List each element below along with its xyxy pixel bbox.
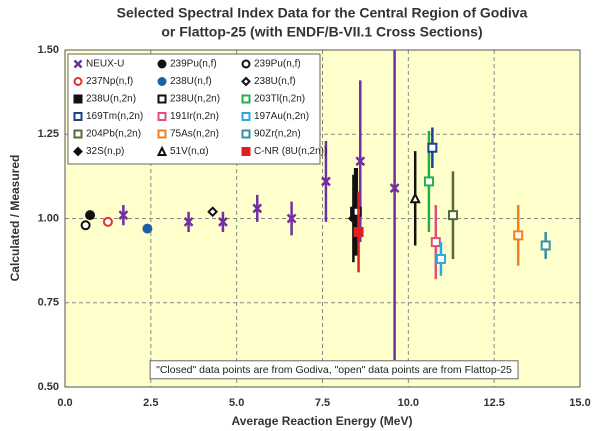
- marker: [427, 142, 438, 153]
- legend-label: 191Ir(n,2n): [170, 111, 219, 122]
- x-tick-label: 5.0: [229, 397, 244, 409]
- y-axis-label: Calculated / Measured: [8, 155, 22, 282]
- marker: [347, 213, 359, 224]
- x-tick-label: 10.0: [398, 397, 419, 409]
- y-tick-label: 1.25: [38, 128, 59, 140]
- legend-label: 239Pu(n,f): [254, 59, 301, 70]
- marker: [183, 216, 194, 227]
- marker: [207, 206, 219, 218]
- marker: [80, 220, 91, 231]
- marker: [241, 147, 251, 156]
- marker: [73, 59, 83, 69]
- legend-label: 238U(n,f): [254, 76, 296, 87]
- marker: [157, 94, 167, 104]
- legend-label: NEUX-U: [86, 59, 124, 70]
- y-tick-label: 0.50: [38, 381, 59, 393]
- marker: [73, 146, 83, 157]
- legend-box: [67, 53, 321, 165]
- marker: [118, 210, 129, 221]
- x-tick-label: 15.0: [569, 397, 590, 409]
- marker-stroke: [218, 216, 228, 227]
- legend-label: 238U(n,2n): [170, 94, 220, 105]
- marker: [353, 226, 364, 237]
- marker: [73, 94, 83, 104]
- marker: [241, 129, 251, 139]
- marker: [73, 77, 83, 86]
- legend-label: 32S(n,p): [86, 146, 124, 157]
- marker: [73, 112, 83, 121]
- marker: [447, 210, 458, 221]
- marker: [389, 183, 400, 194]
- marker: [241, 59, 251, 69]
- legend-label: 204Pb(n,2n): [86, 129, 141, 140]
- y-tick-label: 0.75: [38, 297, 59, 309]
- legend-label: C-NR (8U(n,2n)): [254, 146, 327, 157]
- marker: [321, 176, 331, 187]
- marker-stroke: [321, 176, 331, 187]
- x-tick-label: 0.0: [57, 397, 72, 409]
- marker: [540, 240, 551, 251]
- x-tick-label: 12.5: [483, 397, 504, 409]
- marker-stroke: [73, 59, 83, 69]
- marker-stroke: [286, 213, 297, 224]
- legend-label: 238U(n,2n): [86, 94, 136, 105]
- marker: [241, 76, 251, 87]
- marker: [73, 129, 83, 139]
- marker: [286, 213, 297, 224]
- marker: [513, 230, 524, 241]
- data-layer: [80, 50, 551, 361]
- annotation-box: [149, 360, 519, 380]
- chart-title: Selected Spectral Index Data for the Cen…: [117, 5, 528, 21]
- marker: [157, 59, 167, 69]
- legend-label: 90Zr(n,2n): [254, 129, 301, 140]
- marker-stroke: [355, 156, 366, 167]
- plot-frame: [64, 49, 581, 388]
- marker: [218, 216, 228, 227]
- marker: [142, 223, 153, 234]
- marker: [102, 216, 113, 227]
- marker: [409, 192, 421, 204]
- legend-label: 237Np(n,f): [86, 76, 133, 87]
- marker: [157, 112, 167, 121]
- marker-stroke: [118, 210, 129, 221]
- marker: [241, 94, 251, 104]
- legend-label: 238U(n,f): [170, 76, 212, 87]
- legend-label: 51V(n,α): [170, 146, 209, 157]
- x-tick-label: 2.5: [143, 397, 158, 409]
- marker: [241, 112, 251, 121]
- marker: [157, 77, 167, 86]
- chart-title: or Flattop-25 (with ENDF/B-VII.1 Cross S…: [161, 24, 482, 40]
- legend-label: 239Pu(n,f): [170, 59, 217, 70]
- marker-stroke: [389, 183, 400, 194]
- marker: [252, 203, 263, 214]
- marker: [85, 210, 96, 221]
- y-tick-label: 1.00: [38, 212, 59, 224]
- x-tick-label: 7.5: [315, 397, 330, 409]
- marker-stroke: [252, 203, 263, 214]
- legend-label: 169Tm(n,2n): [86, 111, 143, 122]
- x-axis-label: Average Reaction Energy (MeV): [232, 414, 413, 428]
- y-tick-label: 1.50: [38, 44, 59, 56]
- legend-label: 197Au(n,2n): [254, 111, 309, 122]
- annotation: "Closed" data points are from Godiva, "o…: [156, 364, 512, 376]
- marker-stroke: [183, 216, 194, 227]
- legend-label: 203Tl(n,2n): [254, 94, 305, 105]
- marker: [430, 237, 441, 248]
- legend-label: 75As(n,2n): [170, 129, 219, 140]
- marker: [435, 253, 446, 264]
- marker: [156, 145, 168, 156]
- marker: [157, 129, 167, 139]
- marker: [355, 156, 366, 167]
- marker: [423, 176, 434, 187]
